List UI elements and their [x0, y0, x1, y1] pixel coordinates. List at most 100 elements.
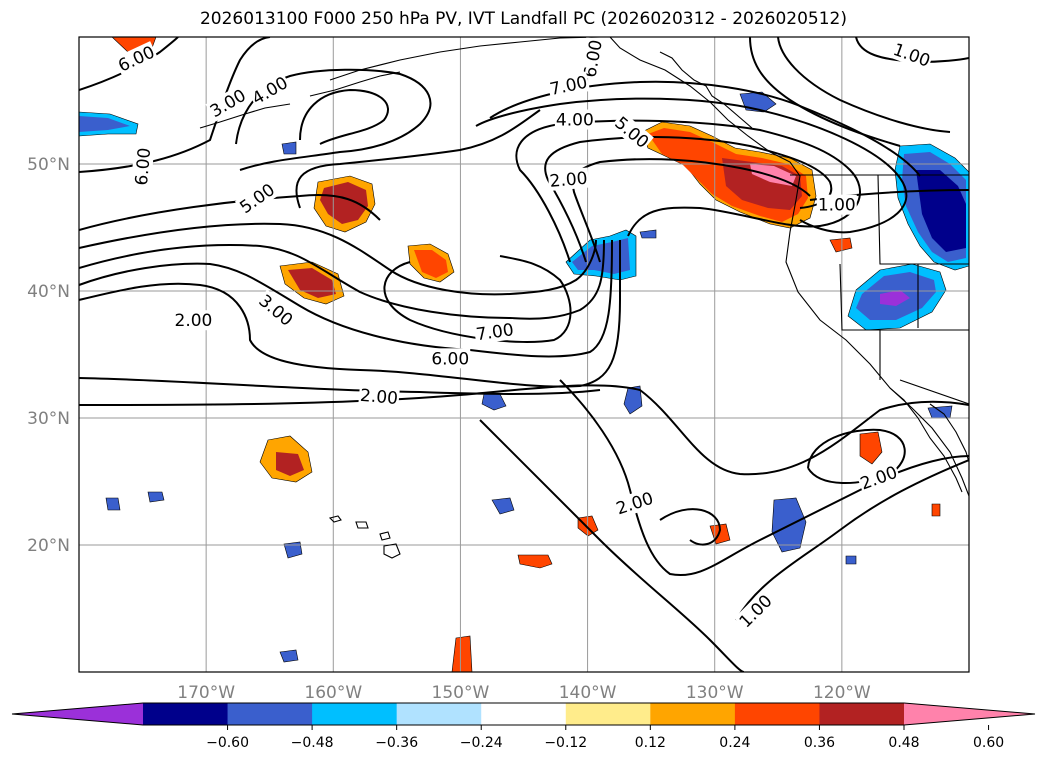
contour-3: [79, 239, 613, 358]
contour-label-group-1: 6.00: [579, 37, 607, 81]
lat-label: 20°N: [27, 536, 70, 556]
positive-anomaly-regions: [111, 37, 941, 672]
contour-label-bg: [610, 111, 654, 153]
contour-label-group-12: 2.00: [173, 310, 214, 331]
anomaly-neg-b3: [623, 385, 643, 415]
contour-label-group-11: 1.00: [816, 194, 857, 216]
anomaly-blob-2-core: [414, 250, 448, 278]
colorbar-segment: [312, 703, 398, 725]
anomaly-blob-9: [451, 635, 473, 672]
contour-label-bg: [254, 289, 298, 331]
colorbar-tick-label: −0.24: [460, 735, 503, 751]
hawaii-islands: [328, 515, 401, 559]
shaded-anomalies: [79, 37, 969, 672]
contour-4: [79, 239, 605, 320]
contour-jet-3: [572, 158, 811, 263]
colorbar-tick-label: 0.12: [635, 735, 666, 751]
lon-label: 170°W: [177, 683, 235, 703]
contour-label-group-9: 2.00: [547, 167, 590, 192]
map-panel: 6.00 6.00 1.007.003.00 4.004.00 5.006.00 2.00…: [79, 37, 969, 672]
contour-north-5: [79, 37, 179, 91]
anomaly-neg-east-2-inner: [880, 290, 910, 306]
contour-ne-2: [777, 37, 951, 133]
colorbar-tick-label: 0.24: [719, 735, 750, 751]
anomaly-neg-b6: [283, 541, 303, 559]
colorbar-tick-label: 0.48: [888, 735, 919, 751]
contour-jet-1: [515, 119, 861, 263]
lat-label: 50°N: [27, 155, 70, 175]
contour-label-bg: [734, 589, 777, 633]
colorbar-segment: [565, 703, 651, 725]
contour-label: 2.00: [359, 386, 398, 409]
contour-label-bg: [579, 37, 606, 81]
contour-label-bg: [130, 145, 155, 188]
anomaly-neg-mid-core: [572, 238, 630, 274]
axis-labels: 50°N 40°N 30°N 20°N 170°W 160°W 150°W 140°W 130°…: [27, 155, 871, 703]
coastlines: [199, 37, 969, 559]
colorbar-extend-min: [12, 703, 143, 725]
colorbar-segment: [143, 703, 229, 725]
contour-se-loop: [807, 428, 906, 484]
contour-label-bg: [234, 178, 280, 218]
colorbar-segment: [396, 703, 482, 725]
contour-north-4: [295, 109, 541, 209]
colorbar-outline: [11, 702, 1036, 726]
colorbar-tick-label: 0.36: [804, 735, 835, 751]
contour-1-south: [79, 384, 969, 476]
pv-contours: [79, 37, 969, 672]
contour-label-group-15: 6.00: [430, 348, 471, 369]
lat-label: 40°N: [27, 282, 70, 302]
anomaly-neg-west-core: [79, 116, 130, 132]
us-borders: [790, 174, 969, 405]
anomaly-blob-10: [829, 237, 853, 253]
lat-label: 30°N: [27, 409, 70, 429]
contour-label-bg: [546, 71, 591, 100]
map-frame: [78, 36, 970, 673]
contour-label-group-16: 2.00: [358, 384, 400, 409]
alaska-coast: [329, 37, 601, 81]
contour-label-bg: [430, 348, 471, 369]
anomaly-blob-4-core: [276, 452, 304, 476]
contour-2a: [79, 240, 621, 388]
contour-label-bg: [547, 167, 590, 191]
map-title: 2026013100 F000 250 hPa PV, IVT Landfall…: [199, 9, 847, 29]
contour-label-bg: [173, 310, 214, 331]
contour-label-bg: [554, 109, 595, 130]
lon-label: 150°W: [432, 683, 490, 703]
contour-label-bg: [816, 194, 857, 215]
contour-label-bg: [889, 38, 934, 72]
colorbar-tick-label: −0.48: [291, 735, 334, 751]
anomaly-blob-7: [517, 554, 553, 569]
contour-ne-1: [749, 37, 901, 147]
contour-north-3: [299, 88, 389, 145]
anomaly-neg-b12: [845, 555, 857, 565]
colorbar-tick-label: −0.60: [206, 735, 249, 751]
anomaly-neg-b5: [491, 497, 515, 515]
contour-label: 6.00: [132, 147, 155, 186]
anomaly-blob-5: [859, 431, 883, 465]
contour-label-bg: [113, 41, 159, 77]
contour-label-bg: [473, 318, 516, 345]
colorbar-extend-max: [904, 703, 1035, 725]
colorbar-segment: [819, 703, 905, 725]
anomaly-neg-b13: [639, 229, 657, 239]
contour-5: [79, 222, 597, 296]
lon-label: 140°W: [559, 683, 617, 703]
anomaly-blob-12: [931, 503, 941, 517]
contour-label: 6.00: [431, 349, 469, 369]
contour-label-group-8: 6.00: [130, 145, 155, 188]
anomaly-neg-b10: [927, 405, 953, 419]
contour-label-bg: [205, 84, 251, 122]
anomaly-neg-b7: [279, 649, 299, 663]
colorbar-tick-label: −0.36: [375, 735, 418, 751]
contour-cutoff-low: [383, 255, 572, 343]
colorbar-segment: [650, 703, 736, 725]
contour-label-bg: [247, 71, 293, 110]
colorbar-tick-label: 0.60: [973, 735, 1004, 751]
contour-label-bg: [612, 487, 657, 519]
contour-label-group-18: 2.00: [612, 487, 657, 519]
lon-label: 120°W: [813, 683, 871, 703]
anomaly-neg-b11: [281, 141, 297, 155]
contour-label-bg: [358, 384, 400, 409]
